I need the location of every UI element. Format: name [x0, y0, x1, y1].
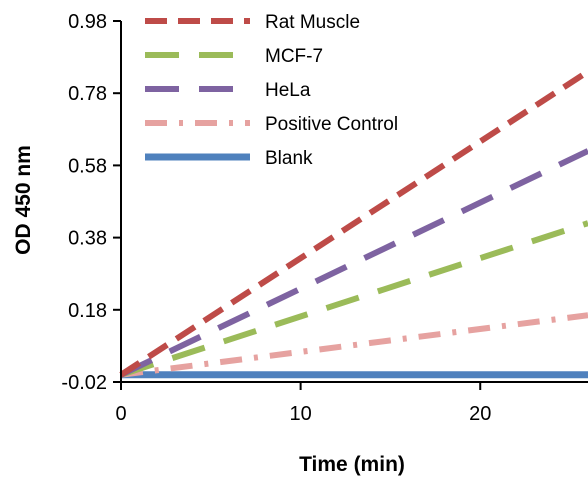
y-tick-label: -0.02 — [61, 372, 107, 394]
series-line-3 — [120, 312, 588, 378]
legend-label-3: Positive Control — [265, 114, 398, 135]
series-line-2 — [119, 148, 588, 378]
axes-layer: -0.02 0.18 0.38 0.58 0.78 0.98 0 10 20 — [61, 11, 588, 425]
y-axis-title: OD 450 nm — [12, 145, 35, 255]
series-layer — [119, 69, 588, 379]
y-tick-label: 0.38 — [68, 228, 107, 250]
legend-label-1: MCF-7 — [265, 46, 323, 67]
legend-label-2: HeLa — [265, 80, 311, 101]
series-line-1 — [120, 220, 588, 378]
legend: Rat Muscle MCF-7 HeLa Positive Control Blank — [145, 12, 398, 169]
y-tick-label: 0.98 — [68, 11, 107, 33]
x-tick-label: 10 — [289, 403, 311, 425]
series-line-0 — [119, 69, 588, 378]
legend-label-4: Blank — [265, 148, 313, 169]
x-tick-label: 20 — [469, 403, 491, 425]
legend-label-0: Rat Muscle — [265, 12, 360, 33]
y-tick-label: 0.18 — [68, 300, 107, 322]
x-tick-label: 0 — [115, 403, 126, 425]
y-tick-label: 0.58 — [68, 155, 107, 177]
x-axis-title: Time (min) — [299, 453, 405, 476]
y-tick-label: 0.78 — [68, 83, 107, 105]
